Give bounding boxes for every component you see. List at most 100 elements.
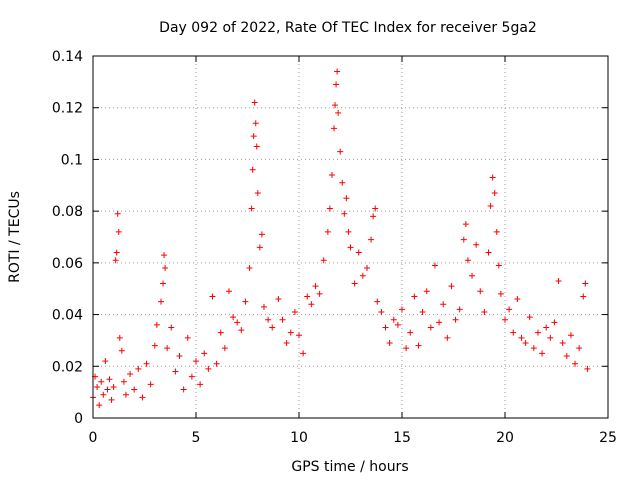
data-point	[160, 280, 167, 287]
data-point	[339, 179, 346, 186]
data-point	[188, 373, 195, 380]
data-point	[143, 360, 150, 367]
data-point	[495, 262, 502, 269]
data-point	[334, 68, 341, 75]
data-point	[279, 316, 286, 323]
data-point	[193, 358, 199, 365]
data-point	[234, 319, 241, 326]
data-point	[462, 221, 469, 228]
data-point	[386, 340, 393, 347]
data-point	[580, 293, 587, 300]
data-point	[485, 249, 492, 256]
data-point	[359, 272, 366, 279]
data-point	[559, 340, 566, 347]
data-point	[242, 298, 249, 305]
data-point	[135, 365, 142, 372]
data-point	[335, 109, 342, 116]
data-point	[497, 290, 504, 297]
data-point	[112, 257, 119, 264]
data-point	[122, 391, 129, 398]
data-point	[372, 205, 379, 212]
data-point	[547, 334, 554, 341]
data-point	[118, 347, 125, 354]
data-point	[539, 350, 546, 357]
data-point	[139, 394, 146, 401]
data-point	[440, 301, 447, 308]
data-point	[162, 265, 169, 272]
x-tick-label: 5	[192, 430, 201, 446]
x-axis-ticks: 0 5 10 15 20 25	[89, 56, 617, 446]
data-point	[100, 391, 107, 398]
data-point	[351, 280, 358, 287]
data-point	[464, 257, 471, 264]
y-tick-label: 0.06	[52, 256, 83, 272]
data-point	[489, 174, 496, 181]
data-point	[252, 120, 259, 127]
data-point	[460, 236, 467, 243]
data-point	[246, 265, 253, 272]
data-point	[576, 345, 583, 352]
data-point	[584, 365, 591, 372]
y-axis-ticks: 0 0.02 0.04 0.06 0.08 0.1 0.12 0.14	[52, 49, 608, 427]
data-point	[431, 262, 438, 269]
x-tick-label: 20	[496, 430, 514, 446]
data-point	[180, 386, 187, 393]
data-point	[326, 205, 333, 212]
data-point	[248, 205, 255, 212]
data-point	[510, 329, 517, 336]
y-axis-label: ROTI / TECUs	[7, 191, 23, 283]
data-point	[251, 99, 258, 106]
data-point	[172, 368, 179, 375]
data-point	[265, 316, 272, 323]
data-point	[308, 301, 315, 308]
data-point	[116, 334, 123, 341]
data-point	[333, 81, 340, 88]
data-point	[378, 308, 385, 315]
data-point	[184, 334, 191, 341]
data-point	[176, 352, 183, 359]
chart-title: Day 092 of 2022, Rate Of TEC Index for r…	[159, 20, 537, 36]
data-point	[407, 329, 414, 336]
data-point	[161, 252, 168, 259]
x-tick-label: 0	[89, 430, 98, 446]
y-tick-label: 0.1	[61, 152, 83, 168]
data-point	[382, 324, 389, 331]
data-point	[253, 143, 260, 150]
data-point	[110, 383, 117, 390]
data-point	[300, 350, 307, 357]
data-point	[238, 327, 245, 334]
data-point	[254, 190, 261, 197]
data-point	[209, 293, 216, 300]
data-point	[157, 298, 164, 305]
grid-lines	[93, 56, 608, 418]
data-point	[102, 358, 109, 365]
data-point	[256, 244, 263, 251]
data-point	[341, 210, 348, 217]
data-point	[572, 360, 579, 367]
y-tick-label: 0.02	[52, 359, 83, 375]
x-tick-label: 25	[599, 430, 617, 446]
data-point	[452, 316, 459, 323]
data-point	[469, 272, 476, 279]
data-point	[283, 340, 290, 347]
y-tick-label: 0.04	[52, 308, 83, 324]
data-point	[131, 386, 138, 393]
data-point	[147, 381, 154, 388]
data-point	[448, 283, 455, 290]
data-point	[526, 314, 533, 321]
data-point	[324, 228, 331, 235]
data-point	[582, 280, 589, 287]
data-point	[316, 290, 323, 297]
data-point	[370, 213, 377, 220]
data-point	[151, 342, 158, 349]
data-point	[221, 345, 228, 352]
plot-frame	[92, 55, 609, 419]
data-point	[312, 283, 319, 290]
data-point	[506, 306, 513, 313]
x-tick-label: 10	[290, 430, 308, 446]
data-point	[411, 293, 418, 300]
data-point	[487, 202, 494, 209]
data-point	[332, 102, 339, 109]
data-point	[567, 332, 574, 339]
